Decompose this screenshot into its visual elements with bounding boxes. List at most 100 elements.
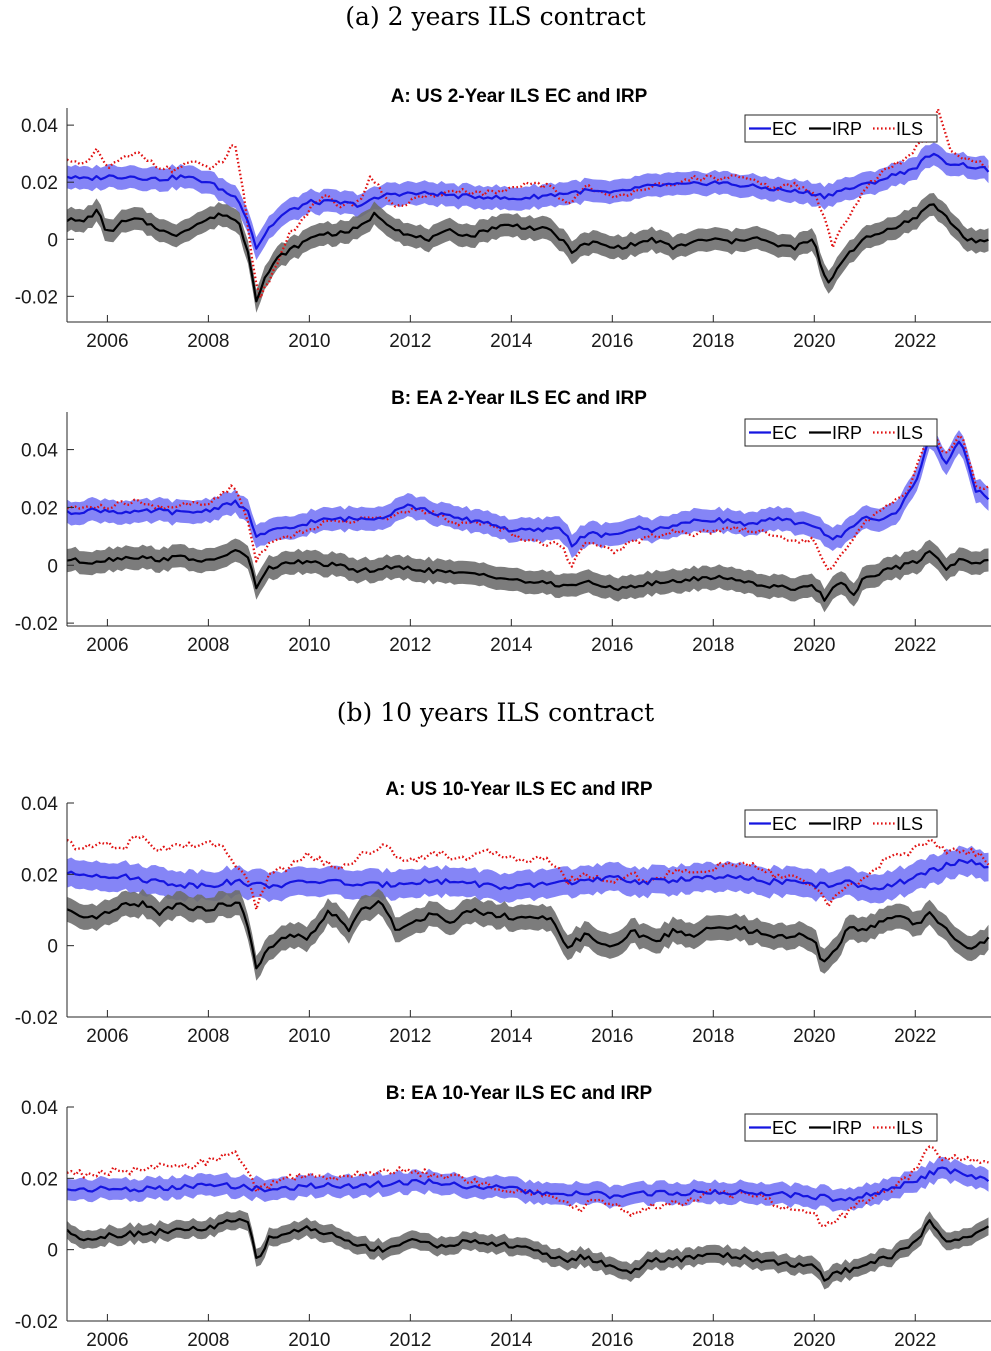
x-tick-label: 2014 bbox=[490, 635, 533, 656]
x-tick-label: 2010 bbox=[288, 635, 330, 656]
legend-label-ils: ILS bbox=[896, 1118, 923, 1138]
y-tick-label: -0.02 bbox=[15, 1312, 58, 1333]
legend-label-ec: EC bbox=[772, 1118, 797, 1138]
y-tick-label: 0.04 bbox=[21, 1098, 58, 1119]
band-irp bbox=[67, 538, 989, 613]
x-tick-label: 2016 bbox=[591, 331, 633, 352]
x-tick-label: 2016 bbox=[591, 1026, 633, 1047]
y-tick-label: -0.02 bbox=[15, 614, 58, 635]
x-tick-label: 2020 bbox=[793, 1026, 835, 1047]
chart-title: B: EA 2-Year ILS EC and IRP bbox=[391, 388, 647, 409]
section-title-b: (b) 10 years ILS contract bbox=[336, 698, 655, 727]
x-tick-label: 2018 bbox=[692, 1026, 734, 1047]
line-ils bbox=[67, 108, 989, 299]
y-tick-label: 0.02 bbox=[21, 173, 58, 194]
x-tick-label: 2022 bbox=[894, 635, 936, 656]
x-tick-label: 2018 bbox=[692, 331, 734, 352]
y-tick-label: 0 bbox=[47, 230, 58, 251]
section-title-a: (a) 2 years ILS contract bbox=[345, 2, 646, 31]
legend-label-ec: EC bbox=[772, 423, 797, 443]
x-tick-label: 2006 bbox=[86, 635, 128, 656]
x-tick-label: 2008 bbox=[187, 1026, 229, 1047]
x-tick-label: 2016 bbox=[591, 635, 633, 656]
y-tick-label: 0.02 bbox=[21, 498, 58, 519]
y-tick-label: 0.02 bbox=[21, 865, 58, 886]
chart-title: A: US 10-Year ILS EC and IRP bbox=[385, 779, 652, 800]
x-tick-label: 2018 bbox=[692, 635, 734, 656]
band-irp bbox=[67, 1210, 989, 1290]
x-tick-label: 2006 bbox=[86, 1026, 128, 1047]
chart-us-10y: A: US 10-Year ILS EC and IRP 2006 2008 2010… bbox=[15, 779, 991, 1047]
x-tick-label: 2010 bbox=[288, 1026, 330, 1047]
x-tick-label: 2010 bbox=[288, 331, 330, 352]
y-tick-label: 0.02 bbox=[21, 1169, 58, 1190]
x-tick-label: 2012 bbox=[389, 1330, 431, 1351]
legend: EC IRP ILS bbox=[744, 1113, 938, 1142]
x-tick-label: 2006 bbox=[86, 331, 128, 352]
x-tick-label: 2010 bbox=[288, 1330, 330, 1351]
chart-title: B: EA 10-Year ILS EC and IRP bbox=[386, 1083, 653, 1104]
y-tick-label: 0.04 bbox=[21, 441, 58, 462]
chart-title: A: US 2-Year ILS EC and IRP bbox=[391, 86, 648, 107]
y-tick-label: 0.04 bbox=[21, 116, 58, 137]
legend-label-ils: ILS bbox=[896, 119, 923, 139]
plot-area bbox=[67, 1145, 990, 1290]
line-ec bbox=[67, 1166, 990, 1203]
x-tick-label: 2012 bbox=[389, 1026, 431, 1047]
x-tick-label: 2008 bbox=[187, 331, 229, 352]
chart-us-2y: A: US 2-Year ILS EC and IRP 2006 2008 2010 2… bbox=[15, 86, 991, 352]
chart-ea-10y: B: EA 10-Year ILS EC and IRP 2006 2008 2010… bbox=[15, 1083, 991, 1351]
plot-area bbox=[67, 108, 990, 313]
legend: EC IRP ILS bbox=[744, 114, 938, 143]
x-tick-label: 2020 bbox=[793, 1330, 835, 1351]
legend-label-ec: EC bbox=[772, 814, 797, 834]
x-tick-label: 2008 bbox=[187, 635, 229, 656]
x-tick-label: 2012 bbox=[389, 635, 431, 656]
x-tick-label: 2020 bbox=[793, 635, 835, 656]
legend-label-ils: ILS bbox=[896, 814, 923, 834]
band-ec bbox=[67, 425, 989, 558]
x-tick-label: 2020 bbox=[793, 331, 835, 352]
x-tick-label: 2022 bbox=[894, 331, 936, 352]
legend-label-ils: ILS bbox=[896, 423, 923, 443]
line-irp bbox=[67, 1217, 990, 1282]
y-tick-label: -0.02 bbox=[15, 287, 58, 308]
x-tick-label: 2008 bbox=[187, 1330, 229, 1351]
y-tick-label: -0.02 bbox=[15, 1008, 58, 1029]
x-tick-label: 2022 bbox=[894, 1026, 936, 1047]
legend-label-irp: IRP bbox=[832, 119, 862, 139]
line-ec bbox=[67, 152, 990, 250]
line-irp bbox=[67, 900, 990, 970]
x-tick-label: 2016 bbox=[591, 1330, 633, 1351]
band-irp bbox=[67, 193, 989, 313]
x-tick-label: 2014 bbox=[490, 1026, 533, 1047]
line-ec bbox=[67, 435, 990, 548]
legend-label-irp: IRP bbox=[832, 814, 862, 834]
legend: EC IRP ILS bbox=[744, 418, 938, 447]
band-ec bbox=[67, 1156, 989, 1212]
x-tick-label: 2014 bbox=[490, 1330, 533, 1351]
x-tick-label: 2014 bbox=[490, 331, 533, 352]
x-tick-label: 2022 bbox=[894, 1330, 936, 1351]
legend-label-ec: EC bbox=[772, 119, 797, 139]
band-irp bbox=[67, 888, 989, 981]
legend-label-irp: IRP bbox=[832, 1118, 862, 1138]
line-ec bbox=[67, 858, 989, 891]
y-tick-label: 0 bbox=[47, 937, 58, 958]
y-tick-label: 0 bbox=[47, 556, 58, 577]
band-ec bbox=[67, 142, 989, 261]
x-tick-label: 2018 bbox=[692, 1330, 734, 1351]
y-tick-label: 0.04 bbox=[21, 794, 58, 815]
x-tick-label: 2006 bbox=[86, 1330, 128, 1351]
plot-area bbox=[67, 425, 990, 613]
band-ec bbox=[67, 845, 989, 904]
line-irp bbox=[67, 203, 989, 303]
line-ils bbox=[67, 429, 990, 572]
chart-ea-2y: B: EA 2-Year ILS EC and IRP 2006 2008 2010 2… bbox=[15, 388, 991, 656]
plot-area bbox=[67, 834, 990, 981]
legend: EC IRP ILS bbox=[744, 809, 938, 838]
line-irp bbox=[67, 549, 989, 602]
y-tick-label: 0 bbox=[47, 1241, 58, 1262]
x-tick-label: 2012 bbox=[389, 331, 431, 352]
